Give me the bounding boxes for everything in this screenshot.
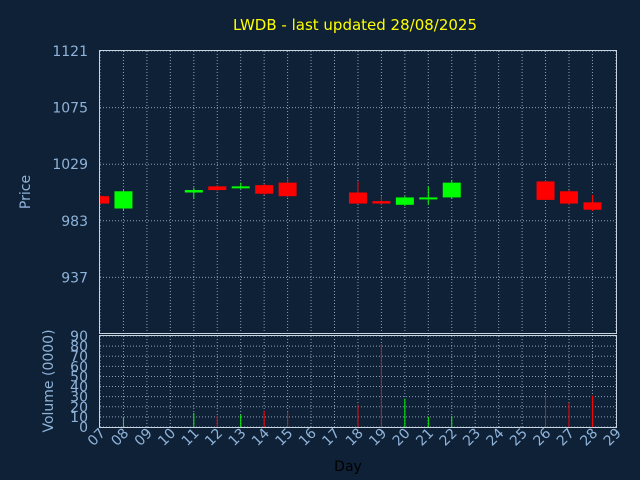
x-tick-label: 17 bbox=[319, 426, 343, 450]
volume-tick-label: 70 bbox=[70, 349, 88, 365]
x-tick-label: 21 bbox=[413, 426, 437, 450]
x-tick-label: 11 bbox=[179, 426, 203, 450]
grid-layer bbox=[99, 50, 617, 428]
candle-body bbox=[184, 190, 203, 193]
volume-tick-label: 80 bbox=[70, 339, 88, 355]
volume-tick-label: 0 bbox=[79, 420, 88, 436]
x-tick-label: 08 bbox=[108, 426, 132, 450]
candle-body bbox=[114, 191, 133, 209]
volume-tick-label: 60 bbox=[70, 359, 88, 375]
x-tick-label: 25 bbox=[507, 426, 531, 450]
candle-body bbox=[231, 186, 250, 189]
volume-tick-label: 40 bbox=[70, 380, 88, 396]
x-tick-label: 19 bbox=[366, 426, 390, 450]
volume-plot-frame bbox=[99, 335, 617, 428]
candle-body bbox=[442, 182, 461, 198]
volume-tick-label: 50 bbox=[70, 369, 88, 385]
volume-tick-label: 30 bbox=[70, 390, 88, 406]
candle-body bbox=[536, 181, 555, 200]
candle-body bbox=[583, 202, 602, 210]
chart-title: LWDB - last updated 28/08/2025 bbox=[233, 16, 477, 34]
y-axis-label: Price bbox=[18, 175, 34, 209]
x-tick-label: 10 bbox=[155, 426, 179, 450]
x-tick-label: 24 bbox=[484, 425, 508, 449]
candle-body bbox=[208, 186, 227, 191]
x-axis-label: Day bbox=[334, 459, 362, 475]
x-tick-label: 18 bbox=[343, 426, 367, 450]
x-tick-label: 16 bbox=[296, 425, 320, 449]
candle-body bbox=[395, 197, 414, 205]
candle-body bbox=[372, 201, 391, 204]
candles-layer bbox=[99, 177, 602, 211]
x-tick-label: 15 bbox=[273, 426, 297, 450]
x-tick-label: 22 bbox=[437, 426, 461, 450]
x-tick-label: 13 bbox=[226, 426, 250, 450]
candle-body bbox=[278, 182, 297, 197]
volume-tick-label: 10 bbox=[70, 410, 88, 426]
volume-tick-label: 20 bbox=[70, 400, 88, 416]
price-tick-label: 1121 bbox=[52, 44, 88, 60]
x-tick-label: 20 bbox=[390, 426, 414, 450]
x-tick-label: 28 bbox=[577, 426, 601, 450]
volume-axis-label: Volume (0000) bbox=[41, 329, 57, 432]
price-tick-label: 1075 bbox=[52, 101, 88, 117]
volume-tick-label: 90 bbox=[70, 329, 88, 345]
x-tick-label: 26 bbox=[530, 425, 554, 449]
x-tick-label: 27 bbox=[554, 426, 578, 450]
price-tick-label: 983 bbox=[61, 214, 88, 230]
x-tick-label: 07 bbox=[85, 426, 109, 450]
price-plot-frame bbox=[99, 50, 617, 334]
volume-bars-layer bbox=[122, 344, 593, 427]
x-tick-label: 23 bbox=[460, 426, 484, 450]
candle-body bbox=[255, 185, 274, 194]
x-tick-label: 14 bbox=[249, 425, 273, 449]
candle-body bbox=[348, 192, 367, 204]
candle-body bbox=[560, 191, 578, 204]
price-tick-label: 1029 bbox=[52, 157, 88, 173]
candle-body bbox=[419, 197, 438, 200]
x-tick-label: 12 bbox=[202, 426, 226, 450]
x-tick-label: 29 bbox=[601, 426, 625, 450]
candle-body bbox=[100, 196, 109, 204]
price-tick-label: 937 bbox=[61, 270, 88, 286]
x-tick-label: 09 bbox=[132, 426, 156, 450]
